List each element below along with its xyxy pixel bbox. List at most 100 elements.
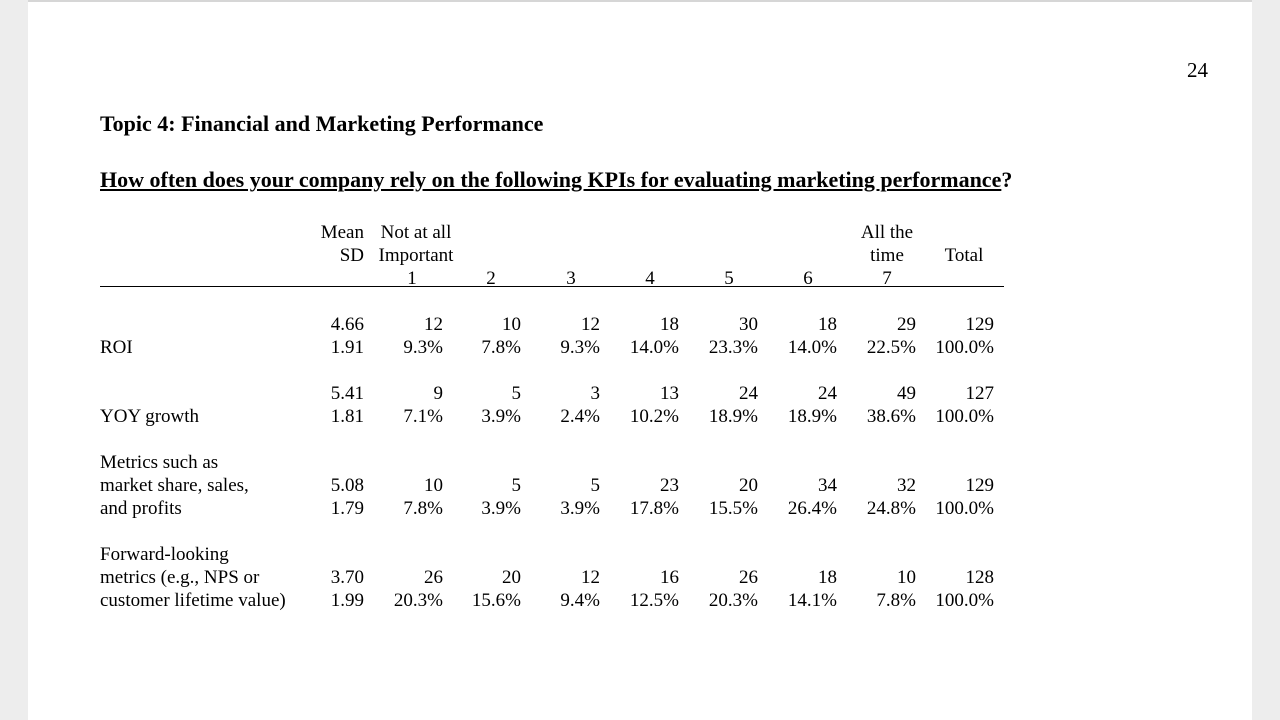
count-value: 12	[424, 314, 443, 335]
percent-value: 3.9%	[481, 498, 521, 519]
percent-value: 12.5%	[629, 590, 679, 611]
count-value: 20	[739, 475, 758, 496]
row-label: Metrics such as	[100, 452, 219, 473]
mean-value: 5.08	[330, 475, 364, 496]
percent-value: 38.6%	[866, 406, 916, 427]
percent-value: 14.1%	[787, 590, 837, 611]
count-value: 24	[818, 383, 837, 404]
row-label: ROI	[100, 337, 133, 358]
percent-value: 24.8%	[866, 498, 916, 519]
percent-value: 7.8%	[403, 498, 443, 519]
count-value: 129	[965, 475, 995, 496]
percent-value: 18.9%	[708, 406, 758, 427]
mean-value: 3.70	[330, 567, 364, 588]
sd-value: 1.79	[330, 498, 364, 519]
header-rule	[100, 286, 1004, 287]
percent-value: 9.3%	[403, 337, 443, 358]
row-label: and profits	[100, 498, 182, 519]
header-scale-6: 6	[803, 268, 813, 289]
count-value: 10	[424, 475, 443, 496]
percent-value: 100.0%	[935, 498, 994, 519]
count-value: 23	[660, 475, 679, 496]
mean-value: 4.66	[330, 314, 364, 335]
count-value: 29	[897, 314, 916, 335]
count-value: 18	[818, 314, 837, 335]
header-mean: Mean	[320, 222, 364, 243]
sd-value: 1.91	[330, 337, 364, 358]
percent-value: 17.8%	[629, 498, 679, 519]
header-high-anchor: time	[870, 245, 904, 266]
percent-value: 100.0%	[935, 590, 994, 611]
document-page: 24 Topic 4: Financial and Marketing Perf…	[28, 0, 1252, 720]
question-heading: How often does your company rely on the …	[100, 167, 1012, 193]
header-high-anchor: All the	[860, 222, 914, 243]
count-value: 5	[590, 475, 601, 496]
count-value: 24	[739, 383, 758, 404]
header-scale-1: 1	[407, 268, 417, 289]
percent-value: 18.9%	[787, 406, 837, 427]
percent-value: 100.0%	[935, 337, 994, 358]
count-value: 32	[897, 475, 916, 496]
count-value: 18	[818, 567, 837, 588]
percent-value: 15.6%	[471, 590, 521, 611]
percent-value: 20.3%	[393, 590, 443, 611]
percent-value: 20.3%	[708, 590, 758, 611]
header-scale-2: 2	[486, 268, 496, 289]
percent-value: 7.8%	[876, 590, 916, 611]
percent-value: 22.5%	[866, 337, 916, 358]
count-value: 12	[581, 567, 600, 588]
count-value: 34	[818, 475, 837, 496]
count-value: 3	[590, 383, 601, 404]
row-label: metrics (e.g., NPS or	[100, 567, 260, 588]
percent-value: 2.4%	[560, 406, 600, 427]
count-value: 20	[502, 567, 521, 588]
mean-value: 5.41	[330, 383, 364, 404]
count-value: 26	[424, 567, 443, 588]
header-low-anchor: Not at all	[380, 222, 452, 243]
count-value: 127	[965, 383, 995, 404]
question-mark: ?	[1001, 167, 1013, 192]
count-value: 16	[660, 567, 679, 588]
count-value: 129	[965, 314, 995, 335]
percent-value: 26.4%	[787, 498, 837, 519]
sd-value: 1.81	[330, 406, 364, 427]
row-label: customer lifetime value)	[100, 590, 286, 611]
header-scale-3: 3	[566, 268, 576, 289]
percent-value: 14.0%	[629, 337, 679, 358]
count-value: 13	[660, 383, 679, 404]
percent-value: 15.5%	[708, 498, 758, 519]
row-label: market share, sales,	[100, 475, 249, 496]
percent-value: 7.1%	[403, 406, 443, 427]
count-value: 5	[511, 475, 522, 496]
percent-value: 7.8%	[481, 337, 521, 358]
header-scale-7: 7	[882, 268, 892, 289]
percent-value: 3.9%	[560, 498, 600, 519]
question-text: How often does your company rely on the …	[100, 167, 1002, 192]
percent-value: 14.0%	[787, 337, 837, 358]
header-total: Total	[944, 245, 984, 266]
header-scale-4: 4	[645, 268, 655, 289]
count-value: 10	[502, 314, 521, 335]
header-low-anchor: Important	[378, 245, 454, 266]
count-value: 18	[660, 314, 679, 335]
percent-value: 3.9%	[481, 406, 521, 427]
page-number: 24	[1187, 58, 1208, 82]
count-value: 128	[965, 567, 995, 588]
row-label: YOY growth	[100, 406, 200, 427]
percent-value: 9.4%	[560, 590, 600, 611]
percent-value: 100.0%	[935, 406, 994, 427]
header-scale-5: 5	[724, 268, 734, 289]
percent-value: 23.3%	[708, 337, 758, 358]
header-sd: SD	[339, 245, 364, 266]
count-value: 10	[897, 567, 916, 588]
count-value: 26	[739, 567, 758, 588]
topic-title: Topic 4: Financial and Marketing Perform…	[100, 111, 544, 136]
row-label: Forward-looking	[100, 544, 229, 565]
count-value: 12	[581, 314, 600, 335]
count-value: 9	[433, 383, 444, 404]
count-value: 49	[897, 383, 916, 404]
count-value: 5	[511, 383, 522, 404]
percent-value: 10.2%	[629, 406, 679, 427]
count-value: 30	[739, 314, 758, 335]
percent-value: 9.3%	[560, 337, 600, 358]
